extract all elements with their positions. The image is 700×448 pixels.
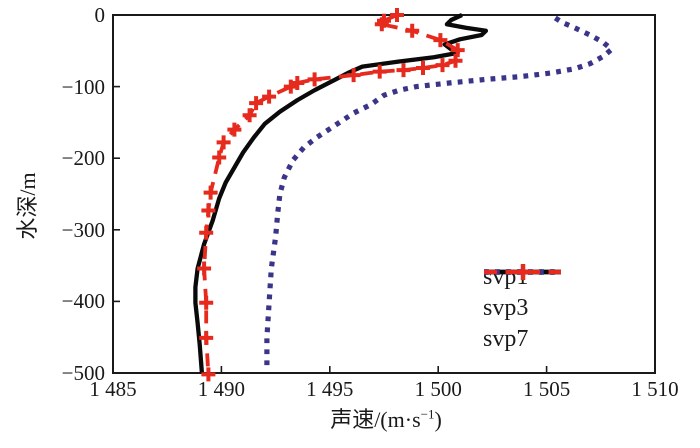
y-tick-label: 0 xyxy=(94,3,106,27)
x-tick-label: 1 495 xyxy=(306,377,354,401)
legend-plus-marker xyxy=(515,264,531,280)
y-tick-label: −100 xyxy=(61,74,105,99)
legend-label: svp7 xyxy=(483,325,529,352)
legend-sample-dashed-line xyxy=(484,264,561,280)
series-line-svp1 xyxy=(193,13,489,374)
legend-item-svp3: svp3 xyxy=(483,269,561,323)
y-tick-label: −500 xyxy=(61,361,105,385)
legend: svp1 svp3 svp7 xyxy=(483,261,561,354)
y-tick-label: −200 xyxy=(61,146,105,171)
y-tick-label: −300 xyxy=(61,217,105,242)
x-tick-label: 1 505 xyxy=(522,377,571,401)
x-axis-title: 声速/(m·s−1) xyxy=(330,407,442,433)
x-tick-label: 1 510 xyxy=(631,377,679,401)
x-axis-title-close: ) xyxy=(434,407,442,432)
plot-frame xyxy=(112,14,656,374)
series-line-svp7 xyxy=(202,13,460,375)
series-line-svp3 xyxy=(264,15,615,368)
x-tick-label: 1 485 xyxy=(89,377,137,401)
x-axis-title-superscript: −1 xyxy=(420,406,435,422)
y-tick-label: −400 xyxy=(61,289,105,314)
x-axis-title-text: 声速/(m·s xyxy=(330,407,421,432)
legend-item-svp7: svp7 xyxy=(483,264,561,354)
series-markers-svp7 xyxy=(197,8,465,382)
legend-label: svp3 xyxy=(483,294,529,321)
x-tick-label: 1 490 xyxy=(197,377,246,401)
x-tick-label: 1 500 xyxy=(414,377,462,401)
